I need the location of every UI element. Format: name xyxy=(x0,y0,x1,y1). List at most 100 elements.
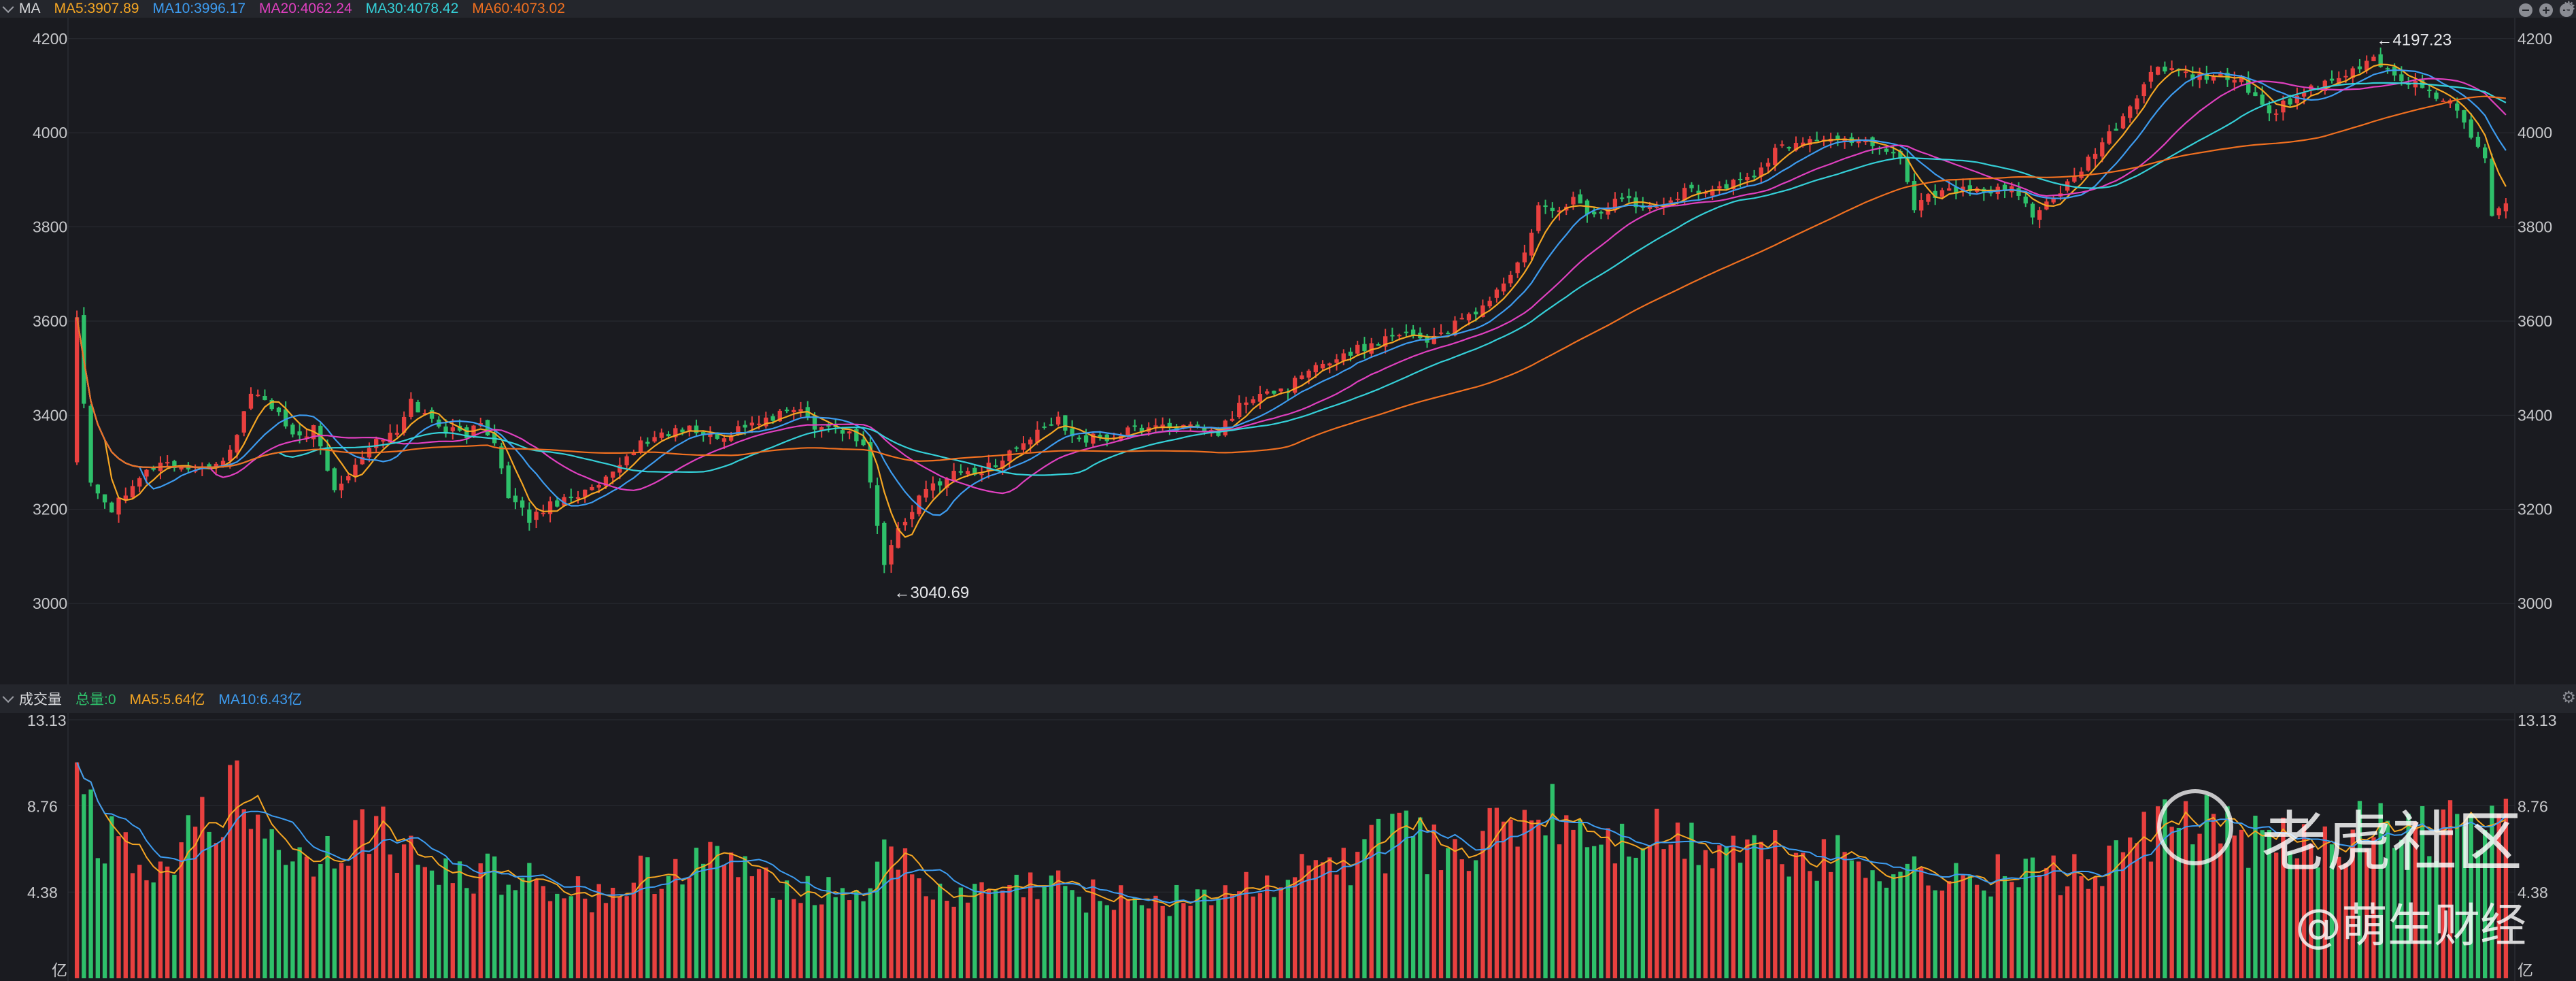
candle-body xyxy=(2204,73,2209,80)
volume-bar xyxy=(207,831,211,978)
volume-bar xyxy=(318,864,323,978)
volume-bar xyxy=(2128,837,2133,978)
volume-bar xyxy=(165,866,170,978)
volume-bar xyxy=(979,882,984,978)
volume-bar xyxy=(1418,817,1423,978)
price-chart[interactable]: 4200 4200 4000 4000 3800 3800 3600 3600 3400 3400… xyxy=(0,18,2576,684)
candle-body xyxy=(2329,78,2335,81)
volume-bar xyxy=(214,843,218,978)
volume-bar xyxy=(1557,844,1562,978)
volume-bar xyxy=(1278,887,1283,978)
volume-bar xyxy=(2357,801,2362,978)
volume-bar xyxy=(2371,837,2376,978)
candle-body xyxy=(2163,66,2167,71)
volume-bar xyxy=(1870,870,1875,978)
volume-bar xyxy=(1334,874,1339,978)
candle-body xyxy=(1014,447,1019,449)
volume-bar xyxy=(1668,844,1673,978)
volume-bar xyxy=(2239,829,2244,978)
candle-body xyxy=(2294,95,2300,103)
volume-bar xyxy=(1223,885,1227,978)
candle-body xyxy=(283,409,288,427)
volume-bar xyxy=(583,898,588,978)
candle-body xyxy=(1251,399,1255,403)
volume-bar xyxy=(527,863,532,978)
candle-body xyxy=(749,422,755,426)
candle-body xyxy=(360,456,365,465)
remove-panel-icon[interactable] xyxy=(2560,3,2573,17)
volume-bar xyxy=(2114,840,2118,978)
candle-body xyxy=(1745,177,1750,180)
volume-bar xyxy=(937,883,943,978)
candle-body xyxy=(1257,394,1263,402)
price-indicator-label[interactable]: MA xyxy=(19,1,41,16)
candle-body xyxy=(1404,331,1409,333)
volume-bar xyxy=(123,832,128,978)
volume-settings-gear-icon[interactable]: ⚙ xyxy=(2561,688,2576,707)
candle-body xyxy=(1272,390,1276,394)
candle-body xyxy=(123,495,128,500)
candle-body xyxy=(1055,416,1061,425)
settings-gear-icon[interactable]: ⚙ xyxy=(2561,0,2576,17)
volume-bar xyxy=(478,863,483,978)
candle-body xyxy=(2281,100,2286,113)
volume-bar xyxy=(1550,784,1555,978)
volume-bar xyxy=(2211,814,2216,978)
ma10-line xyxy=(76,69,2507,516)
candle-body xyxy=(1557,210,1562,212)
candle-body xyxy=(1265,391,1270,394)
candle-body xyxy=(2434,93,2439,99)
volume-bar xyxy=(1821,839,1827,978)
volume-panel-label[interactable]: 成交量 xyxy=(19,692,62,708)
volume-bar xyxy=(290,861,295,978)
candle-body xyxy=(2155,67,2160,75)
candle-body xyxy=(1021,443,1026,450)
volume-bar xyxy=(388,854,392,978)
minimize-icon[interactable] xyxy=(2519,3,2532,17)
volume-collapse-chevron-icon[interactable] xyxy=(2,691,14,703)
volume-bar xyxy=(1745,839,1750,978)
candle-body xyxy=(1703,192,1708,194)
volume-bar xyxy=(1320,862,1325,978)
volume-bar xyxy=(965,902,970,978)
volume-bar xyxy=(2183,801,2188,978)
volume-bar xyxy=(2176,827,2182,978)
volume-bar xyxy=(1926,885,1931,978)
price-tick-left: 4200 xyxy=(33,30,67,48)
candle-body xyxy=(172,461,177,468)
volume-bar xyxy=(1773,830,1778,978)
candle-body xyxy=(2427,89,2432,92)
volume-bar xyxy=(520,878,525,978)
volume-bar xyxy=(1501,821,1506,978)
volume-bar xyxy=(2037,874,2042,978)
volume-bar xyxy=(1842,852,1847,978)
candle-body xyxy=(2357,66,2362,69)
candle-body xyxy=(2392,67,2397,76)
volume-bar xyxy=(1703,850,1708,978)
candle-body xyxy=(764,417,768,427)
volume-bar xyxy=(1606,828,1610,978)
volume-chart[interactable]: 13.13 13.13 8.76 8.76 4.38 4.38 亿 亿 xyxy=(0,713,2576,981)
volume-bar xyxy=(1383,873,1388,978)
candle-body xyxy=(2253,92,2258,97)
candle-body xyxy=(1397,335,1402,337)
candle-body xyxy=(2002,184,2007,191)
candle-body xyxy=(1188,424,1193,426)
volume-bar xyxy=(1780,864,1784,978)
volume-bar xyxy=(2406,814,2411,978)
candle-body xyxy=(986,463,991,471)
candle-body xyxy=(1808,139,1812,145)
volume-bar xyxy=(332,868,337,978)
volume-bar xyxy=(1021,897,1026,978)
candle-body xyxy=(1355,344,1360,354)
volume-bar xyxy=(1752,835,1757,978)
price-tick-left: 3000 xyxy=(33,595,67,612)
volume-bar xyxy=(2058,895,2063,978)
volume-bar xyxy=(1661,849,1666,978)
candle-body xyxy=(1967,185,1973,192)
collapse-chevron-icon[interactable] xyxy=(2,1,14,14)
add-indicator-icon[interactable] xyxy=(2539,3,2553,17)
candle-body xyxy=(499,446,504,469)
candle-body xyxy=(381,439,386,442)
candle-body xyxy=(1083,435,1089,443)
